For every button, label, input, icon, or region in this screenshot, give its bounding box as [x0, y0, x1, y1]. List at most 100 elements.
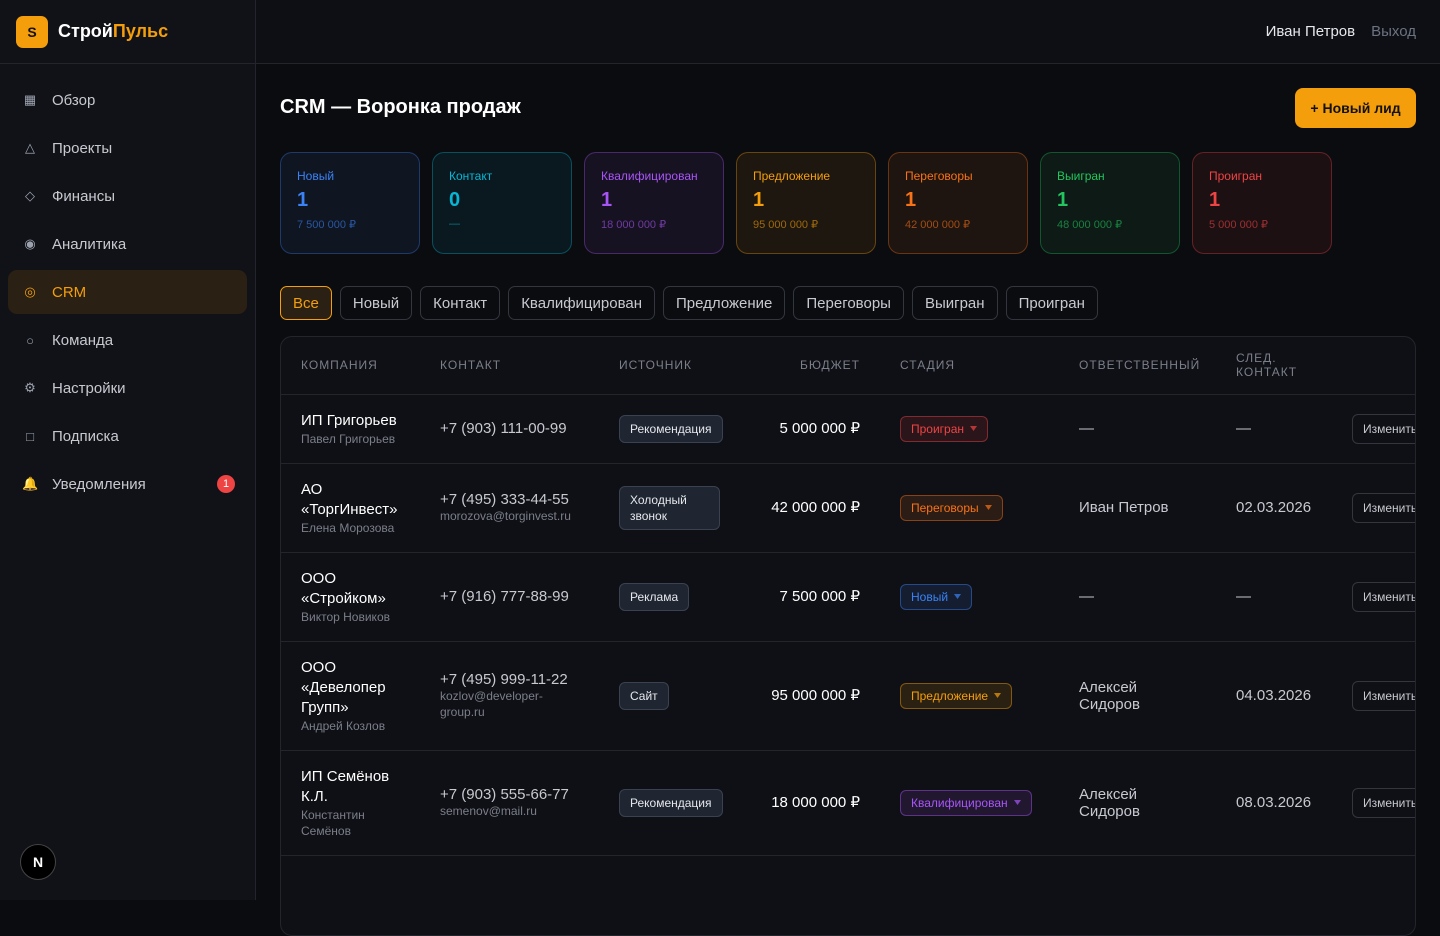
nav-item[interactable]: ◇ Финансы [8, 174, 247, 218]
nav-label: Аналитика [52, 235, 127, 253]
nav-item[interactable]: □ Подписка [8, 414, 247, 458]
filter-tab[interactable]: Все [280, 286, 332, 320]
cell: — [1059, 394, 1216, 464]
cell: Новый [880, 552, 1059, 642]
filter-tab[interactable]: Контакт [420, 286, 501, 320]
email: semenov@mail.ru [440, 804, 537, 818]
filter-tab[interactable]: Выигран [911, 286, 998, 320]
nav-icon: ○ [26, 332, 34, 348]
stage-label: Предложение [911, 688, 989, 703]
filter-tab[interactable]: Переговоры [793, 286, 904, 320]
nav-icon: ◎ [24, 284, 36, 299]
nav-item[interactable]: ▦ Обзор [8, 78, 247, 122]
cell: +7 (903) 111-00-99 [420, 394, 599, 464]
logout[interactable]: Выход [1371, 23, 1416, 40]
stage-card[interactable]: Новый 1 7 500 000 ₽ [280, 152, 420, 254]
user-name[interactable]: Иван Петров [1265, 23, 1356, 40]
caret [1013, 800, 1021, 805]
cell: — [1216, 394, 1332, 464]
filter-tab[interactable]: Квалифицирован [508, 286, 656, 320]
stage-amount: — [449, 218, 460, 230]
nav-item[interactable]: 🔔 Уведомления 1 [8, 462, 247, 506]
cell: +7 (916) 777-88-99 [420, 552, 599, 642]
next-contact: 02.03.2026 [1236, 499, 1312, 516]
nav-label: Настройки [52, 379, 126, 397]
stage-chip[interactable]: Проигран [900, 415, 989, 442]
nav-icon: □ [26, 428, 34, 444]
cell: Изменить [1332, 641, 1415, 751]
stage-count: 1 [905, 189, 917, 211]
stage-card[interactable]: Квалифицирован 1 18 000 000 ₽ [584, 152, 724, 254]
caret [984, 505, 992, 510]
owner: Алексей Сидоров [1079, 678, 1140, 713]
edit-button[interactable]: Изменить [1352, 581, 1415, 612]
person: Елена Морозова [301, 520, 395, 535]
budget: 5 000 000 ₽ [779, 419, 860, 437]
person: Константин Семёнов [301, 807, 365, 838]
new-lead-button[interactable]: + Новый лид [1295, 88, 1416, 128]
cell: 95 000 000 ₽ [740, 641, 880, 751]
stage-amount: 18 000 000 ₽ [601, 219, 667, 231]
nav-item[interactable]: ◎ CRM [8, 270, 247, 314]
filter-tab[interactable]: Новый [339, 286, 413, 320]
edit-button[interactable]: Изменить [1352, 680, 1415, 711]
topbar: Иван Петров Выход [256, 0, 1440, 64]
stage-chip[interactable]: Переговоры [900, 494, 1003, 521]
cell: +7 (903) 555-66-77 semenov@mail.ru [420, 750, 599, 856]
filter-tab[interactable]: Проигран [1005, 286, 1098, 320]
cell: 5 000 000 ₽ [740, 394, 880, 464]
stage-card[interactable]: Проигран 1 5 000 000 ₽ [1192, 152, 1332, 254]
stage-card[interactable]: Выигран 1 48 000 000 ₽ [1040, 152, 1180, 254]
brand[interactable]: S СтройПульс [0, 0, 255, 64]
phone: +7 (495) 333-44-55 [440, 491, 569, 508]
nav-item[interactable]: △ Проекты [8, 126, 247, 170]
stage-count: 1 [1209, 189, 1221, 211]
stage-card[interactable]: Переговоры 1 42 000 000 ₽ [888, 152, 1028, 254]
stage-name: Квалифицирован [601, 169, 698, 183]
owner: Алексей Сидоров [1079, 785, 1140, 820]
nav-label: Финансы [52, 187, 115, 205]
edit-button[interactable]: Изменить [1352, 413, 1415, 444]
phone: +7 (903) 111-00-99 [440, 420, 567, 437]
email: morozova@torginvest.ru [440, 509, 571, 523]
filter-tab[interactable]: Предложение [663, 286, 786, 320]
stage-chip[interactable]: Квалифицирован [900, 789, 1032, 816]
phone: +7 (916) 777-88-99 [440, 588, 569, 605]
stage-name: Переговоры [905, 169, 973, 183]
nav-item[interactable]: ○ Команда [8, 318, 247, 362]
stage-chip[interactable]: Новый [900, 583, 973, 610]
cell: Проигран [880, 394, 1059, 464]
stage-label: Новый [911, 589, 949, 604]
stage-card[interactable]: Контакт 0 — [432, 152, 572, 254]
brand-text: Строй [58, 21, 113, 41]
cell: Квалифицирован [880, 750, 1059, 856]
owner: — [1079, 588, 1094, 605]
edit-button[interactable]: Изменить [1352, 492, 1415, 523]
email: kozlov@developer-group.ru [440, 689, 543, 719]
owner: Иван Петров [1079, 499, 1169, 516]
nav-icon: ▦ [23, 92, 37, 107]
cell: АО «ТоргИнвест» Елена Морозова [281, 463, 420, 553]
table-wrap: КОМПАНИЯ КОНТАКТ ИСТОЧНИК БЮДЖЕТ СТАДИЯ ОТВЕТ… [280, 336, 1416, 936]
column-header: КОМПАНИЯ [281, 337, 420, 395]
stage-count: 1 [297, 189, 309, 211]
caret [970, 426, 978, 431]
nav-item[interactable]: ⚙ Настройки [8, 366, 247, 410]
dev-logo[interactable]: N [20, 844, 56, 880]
cell: Переговоры [880, 463, 1059, 553]
caret [954, 594, 962, 599]
nav-item[interactable]: ◉ Аналитика [8, 222, 247, 266]
edit-button[interactable]: Изменить [1352, 787, 1415, 818]
stage-card[interactable]: Предложение 1 95 000 000 ₽ [736, 152, 876, 254]
column-header: БЮДЖЕТ [740, 337, 880, 395]
person: Андрей Козлов [301, 718, 386, 733]
person: Виктор Новиков [301, 609, 390, 624]
stage-chip[interactable]: Предложение [900, 682, 1013, 709]
column-header: ИСТОЧНИК [599, 337, 740, 395]
nav: ▦ Обзор △ Проекты ◇ Финансы ◉ Аналитика ◎ CRM ○ Ком… [0, 64, 255, 524]
sidebar: S СтройПульс ▦ Обзор △ Проекты ◇ Финансы ◉ Анали… [0, 0, 256, 900]
cell: 18 000 000 ₽ [740, 750, 880, 856]
nav-icon: ◉ [24, 236, 36, 251]
cell: ИП Григорьев Павел Григорьев [281, 394, 420, 464]
